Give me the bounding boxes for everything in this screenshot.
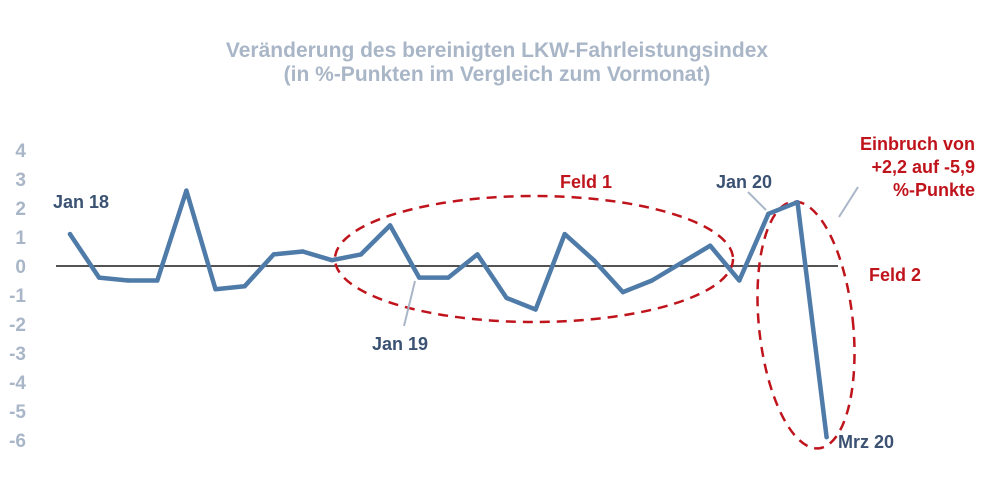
y-tick-label: -1 xyxy=(9,286,26,307)
data-points xyxy=(67,188,829,440)
data-point-aug-18 xyxy=(271,252,276,257)
label-feld1: Feld 1 xyxy=(560,172,612,192)
y-tick-label: 4 xyxy=(15,141,26,162)
einbruch-line-1: Einbruch von xyxy=(860,134,975,154)
data-point-aug-19 xyxy=(620,289,626,295)
y-tick-label: -3 xyxy=(9,344,26,365)
label-mrz20: Mrz 20 xyxy=(838,432,894,452)
data-point-feb-18 xyxy=(96,275,102,280)
label-jan20: Jan 20 xyxy=(716,172,772,192)
jan19-leader-line xyxy=(403,280,416,327)
data-point-mai-19 xyxy=(533,307,538,312)
data-point-jul-18 xyxy=(242,284,247,289)
data-point-jun-19 xyxy=(562,231,567,237)
einbruch-line-2: +2,2 auf -5,9 xyxy=(871,157,975,177)
data-point-mrz-19 xyxy=(475,252,480,257)
data-point-apr-19 xyxy=(504,295,509,301)
data-point-nov-18 xyxy=(358,252,364,257)
y-tick-label: 0 xyxy=(15,257,26,278)
data-point-sep-18 xyxy=(300,249,305,254)
einbruch-leader-line xyxy=(838,186,859,218)
data-point-jun-18 xyxy=(213,287,218,292)
chart-subtitle: (in %-Punkten im Vergleich zum Vormonat) xyxy=(284,63,711,86)
series-line xyxy=(67,188,829,440)
data-point-jan-20 xyxy=(766,211,771,216)
data-point-feb-19 xyxy=(446,275,451,280)
data-point-okt-18 xyxy=(329,258,335,263)
label-jan19: Jan 19 xyxy=(372,334,428,354)
y-tick-label: -4 xyxy=(9,373,26,394)
y-axis-ticks: 4 3 2 1 0 -1 -2 -3 -4 -5 -6 xyxy=(9,141,26,452)
data-point-okt-19 xyxy=(678,260,684,266)
data-point-mrz-20 xyxy=(824,434,829,440)
data-point-jul-19 xyxy=(591,258,596,263)
y-tick-label: -6 xyxy=(9,431,26,452)
einbruch-line-3: %-Punkte xyxy=(893,180,975,200)
data-point-mai-18 xyxy=(184,188,189,193)
data-point-apr-18 xyxy=(155,278,160,283)
y-tick-label: -5 xyxy=(9,402,26,423)
y-tick-label: 3 xyxy=(15,170,26,191)
data-point-dez-19 xyxy=(737,278,742,283)
data-point-mrz-18 xyxy=(126,278,131,283)
label-feld2: Feld 2 xyxy=(869,265,921,285)
feld2-ellipse xyxy=(756,200,856,450)
chart-title: Veränderung des bereinigten LKW-Fahrleis… xyxy=(226,39,768,62)
jan20-leader-line xyxy=(747,191,767,211)
data-point-nov-19 xyxy=(708,243,713,248)
data-point-jan-18 xyxy=(67,231,73,237)
data-point-feb-20 xyxy=(795,200,800,205)
y-tick-label: 2 xyxy=(15,199,26,220)
data-point-dez-18 xyxy=(387,223,393,228)
data-point-sep-19 xyxy=(649,278,655,283)
feld1-ellipse xyxy=(333,194,735,324)
y-tick-label: 1 xyxy=(15,228,26,249)
y-tick-label: -2 xyxy=(9,315,26,336)
data-point-jan-19 xyxy=(417,275,422,280)
label-jan18: Jan 18 xyxy=(53,192,109,212)
